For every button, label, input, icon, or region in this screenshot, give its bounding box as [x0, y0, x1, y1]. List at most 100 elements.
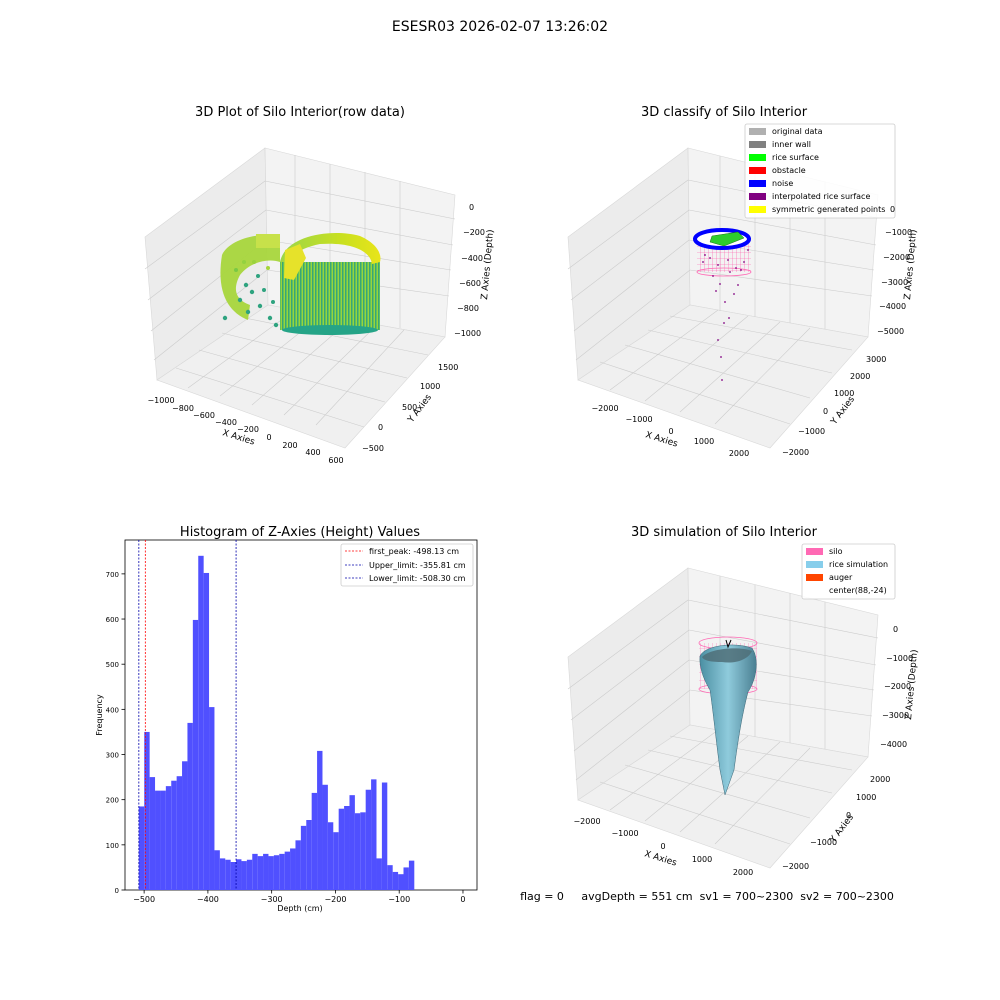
histogram-bar — [398, 874, 404, 890]
panel-2-legend-box — [744, 123, 896, 219]
panel-1-inner-band — [256, 234, 280, 248]
histogram-reference-lines — [138, 540, 237, 890]
panel-4-simulation: 3D simulation of Silo Interior silo rice… — [567, 525, 920, 877]
panel-4-y-tick: 2000 — [870, 775, 890, 784]
panel-1-yellow-patch — [284, 244, 306, 280]
panel-4-z-ticks: 0 −1000 −2000 −3000 −4000 — [880, 625, 913, 749]
histogram-bar — [176, 776, 183, 890]
panel-2-legend-label: interpolated rice surface — [772, 192, 870, 201]
histogram-bar — [203, 572, 210, 890]
histogram-bar — [300, 825, 307, 890]
panel-4-y-tick: 1000 — [856, 793, 876, 802]
panel-1-x-tick: 200 — [282, 441, 297, 450]
panel-1-z-tick: −200 — [463, 228, 485, 237]
histogram-bar — [327, 822, 334, 890]
panel-4-x-tick: −1000 — [611, 829, 638, 838]
panel-4-z-tick: −4000 — [880, 740, 907, 749]
histogram-legend-box — [340, 543, 474, 587]
panel-2-classify: 3D classify of Silo Interior — [567, 105, 919, 458]
histogram-bar — [295, 840, 301, 890]
panel-2-gridlines — [567, 156, 879, 425]
histogram-y-tick-label: 300 — [106, 752, 119, 760]
panel-4-legend-box — [801, 543, 896, 600]
histogram-bar — [279, 853, 285, 890]
panel-2-title: 3D classify of Silo Interior — [641, 105, 808, 120]
panel-4-legend-swatch — [806, 561, 823, 568]
histogram-bar — [311, 792, 318, 890]
panel-4-x-tick: 2000 — [733, 868, 753, 877]
panel-4-z-tick: 0 — [893, 625, 898, 634]
histogram-bar — [160, 790, 166, 890]
histogram-legend-entry: Lower_limit: -508.30 cm — [345, 574, 466, 583]
panel-4-title: 3D simulation of Silo Interior — [631, 525, 818, 540]
histogram-legend-entry: Upper_limit: -355.81 cm — [345, 561, 466, 570]
histogram-y-tick-label: 600 — [106, 616, 119, 624]
panel-2-z-tick: −2000 — [883, 253, 910, 262]
panel-2-y-tick: 2000 — [850, 372, 870, 381]
panel-2-legend-label: inner wall — [772, 140, 811, 149]
panel-2-y-tick: 0 — [823, 407, 828, 416]
histogram-bar — [354, 813, 361, 890]
panel-4-legend-label: center(88,-24) — [829, 586, 887, 595]
panel-4-x-tick: 0 — [660, 842, 665, 851]
panel-1-x-tick: −1000 — [147, 396, 174, 405]
panel-4-legend-entry: center(88,-24) — [806, 586, 887, 595]
histogram-bar — [344, 806, 350, 890]
footer-status: flag = 0 avgDepth = 551 cm sv1 = 700~230… — [520, 890, 894, 903]
histogram-y-tick-label: 0 — [115, 887, 119, 895]
panel-1-y-tick: 500 — [402, 403, 417, 412]
panel-2-z-label: Z Axies (Depth) — [903, 229, 919, 300]
panel-4-legend-entry: rice simulation — [806, 560, 888, 569]
histogram-bar — [338, 808, 345, 890]
panel-2-purple-dots — [702, 249, 749, 381]
panel-1-x-tick: 600 — [328, 456, 343, 465]
panel-2-y-label: Y Axies — [829, 395, 857, 428]
figure-suptitle: ESESR03 2026-02-07 13:26:02 — [392, 19, 608, 35]
panel-2-x-tick: −1000 — [625, 415, 652, 424]
panel-1-x-ticks: −1000 −800 −600 −400 −200 0 200 400 600 — [147, 396, 343, 465]
histogram-y-tick-label: 700 — [106, 571, 119, 579]
histogram-y-label: Frequency — [95, 694, 104, 736]
panel-2-legend-entry: noise — [749, 179, 793, 188]
histogram-y-tick-label: 200 — [106, 797, 119, 805]
histogram-bar — [209, 707, 215, 890]
panel-4-x-ticks: −2000 −1000 0 1000 2000 — [573, 817, 753, 877]
histogram-bar — [381, 782, 388, 890]
panel-2-floor-pane — [577, 304, 869, 449]
panel-1-y-tick: 1500 — [438, 363, 458, 372]
panel-4-y-tick: −1000 — [810, 838, 837, 847]
histogram-bar — [306, 820, 312, 890]
panel-1-cylinder-top-ring — [280, 233, 381, 264]
histogram-bar — [214, 850, 220, 890]
histogram-bar — [408, 860, 415, 890]
panel-2-legend-swatch — [749, 180, 766, 187]
histogram-bar — [155, 790, 161, 890]
histogram-bar — [349, 795, 355, 890]
panel-1-x-tick: 0 — [266, 433, 271, 442]
panel-2-legend-swatch — [749, 167, 766, 174]
panel-4-x-tick: 1000 — [692, 855, 712, 864]
histogram-x-tick-label: 0 — [460, 895, 465, 904]
histogram-legend-label: Upper_limit: -355.81 cm — [369, 561, 466, 570]
histogram-bar — [263, 853, 269, 890]
panel-2-y-tick: 1000 — [834, 389, 854, 398]
histogram-bar — [387, 865, 393, 890]
histogram-x-ticks: −500 −400 −300 −200 −100 0 — [133, 890, 466, 904]
panel-2-legend-label: rice surface — [772, 153, 819, 162]
panel-1-y-tick: 0 — [378, 423, 383, 432]
histogram-bar — [187, 722, 193, 890]
panel-2-z-ticks: 0 −1000 −2000 −3000 −4000 −5000 — [877, 205, 912, 336]
histogram-x-tick-label: −100 — [388, 895, 410, 904]
histogram-bar — [246, 859, 253, 890]
panel-1-x-tick: −800 — [172, 404, 194, 413]
histogram-y-tick-label: 400 — [106, 706, 119, 714]
panel-2-legend-entry: inner wall — [749, 140, 811, 149]
panel-2-bottom-ring — [696, 267, 752, 277]
histogram-bar — [365, 789, 372, 890]
panel-1-left-ring — [220, 234, 280, 320]
panel-4-x-tick: −2000 — [573, 817, 600, 826]
histogram-x-tick-label: −500 — [133, 895, 155, 904]
panel-2-legend-entry: rice surface — [749, 153, 819, 162]
panel-4-rice-top-dark — [702, 648, 752, 663]
